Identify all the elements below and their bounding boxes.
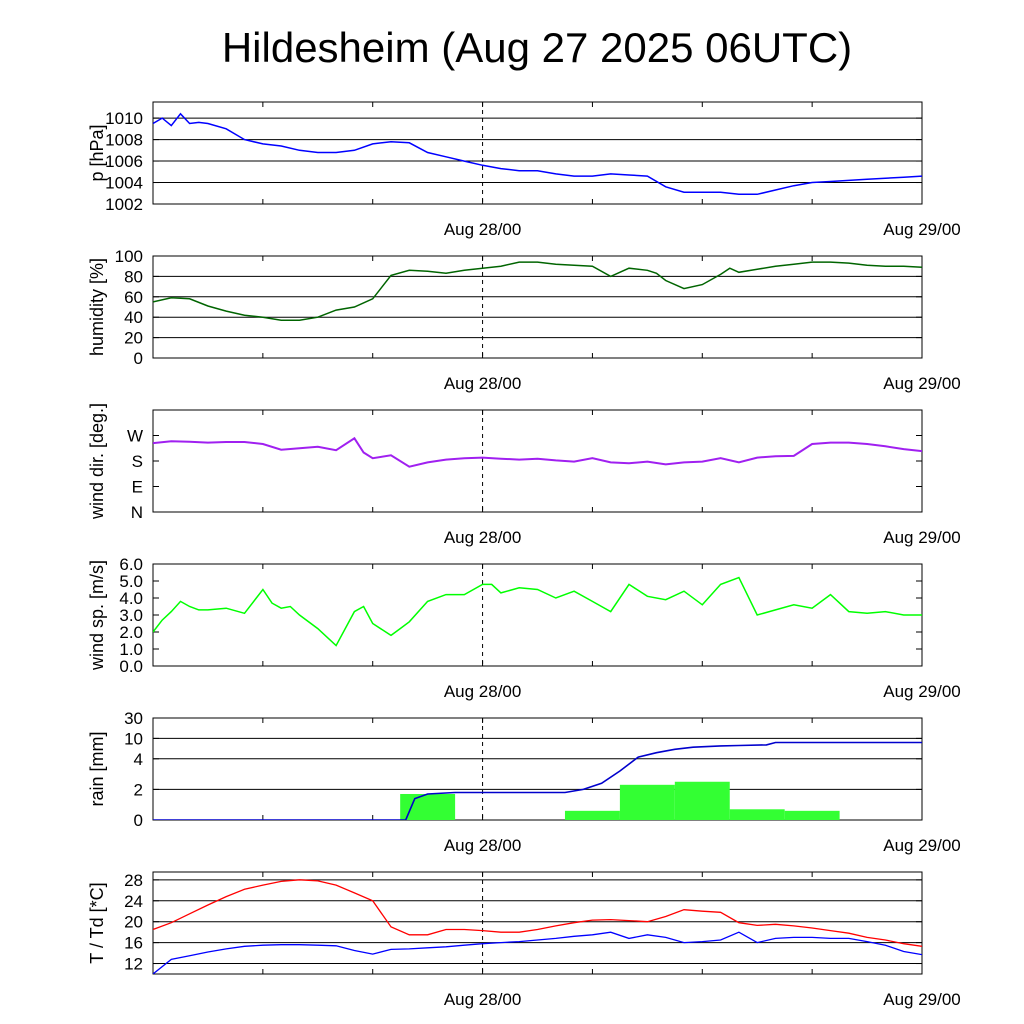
y-tick-label: 1008	[105, 131, 143, 150]
rain-bar-1	[564, 810, 620, 820]
y-tick-label: 2	[134, 780, 143, 799]
y-axis-label: p [hPa]	[87, 124, 107, 181]
y-tick-label: 1010	[105, 109, 143, 128]
y-tick-label: 1006	[105, 152, 143, 171]
plot-area	[153, 112, 922, 196]
y-tick-label: 20	[124, 329, 143, 348]
y-tick-label: 24	[124, 892, 143, 911]
x-tick-label: Aug 29/00	[883, 374, 961, 393]
x-tick-label: Aug 28/00	[444, 528, 522, 547]
series-wind-speed	[153, 576, 922, 647]
x-tick-label: Aug 29/00	[883, 990, 961, 1009]
y-tick-label: 0	[134, 811, 143, 830]
y-tick-label: 4.0	[119, 589, 143, 608]
page-title: Hildesheim (Aug 27 2025 06UTC)	[221, 24, 853, 71]
series-humidity	[153, 261, 922, 322]
x-tick-label: Aug 28/00	[444, 990, 522, 1009]
x-tick-label: Aug 29/00	[883, 836, 961, 855]
y-tick-label: 1004	[105, 174, 143, 193]
y-tick-label: 2.0	[119, 623, 143, 642]
x-tick-label: Aug 28/00	[444, 220, 522, 239]
plot-area	[153, 741, 922, 820]
y-tick-label: 4	[134, 750, 143, 769]
y-tick-label: N	[131, 503, 143, 522]
y-tick-label: W	[127, 427, 143, 446]
plot-frame	[152, 409, 923, 513]
y-tick-label: 16	[124, 934, 143, 953]
panel-temperature: 12 16 20 24 28 Aug 28/00 Aug 29/00 T / Td [*C]	[87, 871, 961, 1009]
plot-frame	[152, 255, 923, 359]
plot-area	[153, 879, 922, 974]
y-tick-label: E	[132, 478, 143, 497]
y-tick-label: 80	[124, 267, 143, 286]
x-tick-label: Aug 28/00	[444, 836, 522, 855]
y-tick-label: 0	[134, 349, 143, 368]
series-pressure	[153, 112, 922, 196]
y-axis-label: wind dir. [deg.]	[87, 403, 107, 520]
y-axis-label: wind sp. [m/s]	[87, 560, 107, 671]
y-tick-label: 3.0	[119, 606, 143, 625]
y-tick-label: 6.0	[119, 555, 143, 574]
rain-bar-4	[729, 809, 785, 820]
series-wind-direction	[153, 436, 922, 468]
y-tick-label: 30	[124, 709, 143, 728]
y-tick-label: S	[132, 452, 143, 471]
x-tick-label: Aug 29/00	[883, 220, 961, 239]
x-tick-label: Aug 29/00	[883, 528, 961, 547]
y-tick-label: 1.0	[119, 640, 143, 659]
plot-frame	[152, 717, 923, 821]
y-tick-label: 20	[124, 913, 143, 932]
series-dewpoint	[153, 931, 922, 974]
y-axis-label: humidity [%]	[87, 258, 107, 356]
y-tick-label: 28	[124, 871, 143, 890]
plot-area	[153, 576, 922, 647]
x-tick-label: Aug 29/00	[883, 682, 961, 701]
y-tick-label: 0.0	[119, 657, 143, 676]
plot-area	[153, 261, 922, 322]
plot-frame	[152, 101, 923, 205]
x-tick-label: Aug 28/00	[444, 682, 522, 701]
rain-bar-3	[674, 781, 730, 820]
plot-area	[153, 436, 922, 468]
panel-pressure: 1002 1004 1006 1008 1010 Aug 28/00 Aug 29/00 p …	[87, 101, 961, 239]
y-tick-label: 10	[124, 729, 143, 748]
y-tick-label: 40	[124, 308, 143, 327]
y-tick-label: 60	[124, 288, 143, 307]
rain-bar-0	[400, 793, 456, 820]
panel-wind-speed: 0.01.02.03.04.05.06.0 Aug 28/00 Aug 29/00 w…	[87, 555, 961, 701]
plot-frame	[152, 563, 923, 667]
x-tick-label: Aug 28/00	[444, 374, 522, 393]
series-temperature	[153, 879, 922, 947]
rain-bar-5	[784, 810, 840, 820]
series-cumulative-rain	[153, 741, 922, 820]
y-tick-label: 100	[115, 247, 143, 266]
y-tick-label: 12	[124, 955, 143, 974]
y-tick-label: 5.0	[119, 572, 143, 591]
y-tick-label: 1002	[105, 195, 143, 214]
y-axis-label: rain [mm]	[87, 731, 107, 806]
plot-frame	[152, 871, 923, 975]
rain-bar-2	[619, 784, 675, 820]
y-axis-label: T / Td [*C]	[87, 882, 107, 963]
